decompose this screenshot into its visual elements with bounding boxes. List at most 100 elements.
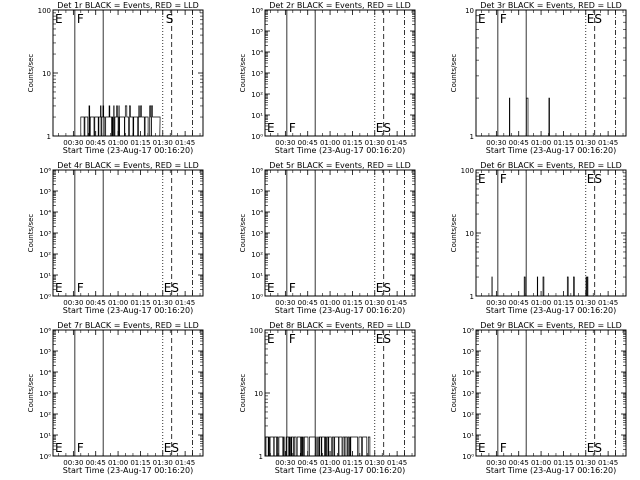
y-tick-label: 10⁰: [462, 453, 474, 461]
event-marker-e: E: [267, 121, 275, 135]
panel-title: Det 2r BLACK = Events, RED = LLD: [269, 1, 411, 10]
event-marker-f: F: [289, 332, 296, 346]
x-tick-label: 01:00: [320, 459, 340, 467]
y-tick-label: 10⁵: [251, 28, 263, 36]
event-marker-e: E: [55, 12, 63, 26]
panel-title: Det 5r BLACK = Events, RED = LLD: [269, 161, 411, 170]
detector-panel-5: Det 5r BLACK = Events, RED = LLD Counts/s…: [239, 161, 416, 315]
x-tick-label: 01:45: [598, 139, 618, 147]
x-tick-label: 01:30: [153, 459, 173, 467]
x-tick-label: 01:45: [387, 459, 407, 467]
x-axis-label: Start Time (23-Aug-17 00:16:20): [275, 146, 406, 155]
event-marker-s: S: [166, 12, 174, 26]
x-tick-label: 00:45: [298, 139, 318, 147]
y-tick-label: 10⁴: [251, 209, 263, 217]
y-tick-label: 10: [465, 230, 474, 238]
x-tick-label: 01:00: [108, 139, 128, 147]
y-tick-label: 10³: [39, 230, 51, 238]
y-tick-label: 10⁶: [251, 7, 263, 15]
y-tick-label: 10⁵: [462, 348, 474, 356]
y-tick-label: 10¹: [39, 432, 51, 440]
x-axis-label: Start Time (23-Aug-17 00:16:20): [486, 466, 617, 475]
y-tick-label: 10¹: [251, 112, 263, 120]
panel-title: Det 6r BLACK = Events, RED = LLD: [480, 161, 622, 170]
y-axis-label: Counts/sec: [450, 214, 458, 253]
x-tick-label: 01:30: [576, 299, 596, 307]
y-tick-label: 10¹: [462, 432, 474, 440]
x-tick-label: 00:30: [63, 139, 83, 147]
event-marker-e: E: [478, 441, 486, 455]
x-tick-label: 01:30: [153, 139, 173, 147]
detector-panel-1: Det 1r BLACK = Events, RED = LLD Counts/s…: [27, 1, 204, 155]
event-marker-e: E: [55, 441, 63, 455]
y-tick-label: 10²: [462, 411, 474, 419]
x-tick-label: 01:30: [153, 299, 173, 307]
detector-panel-4: Det 4r BLACK = Events, RED = LLD Counts/s…: [27, 161, 204, 315]
y-tick-label: 10⁰: [251, 133, 263, 141]
y-tick-label: 1: [259, 453, 263, 461]
y-axis-label: Counts/sec: [27, 374, 35, 413]
x-axis-label: Start Time (23-Aug-17 00:16:20): [486, 306, 617, 315]
x-tick-label: 01:15: [130, 459, 150, 467]
x-tick-label: 01:45: [387, 139, 407, 147]
y-tick-label: 10⁶: [462, 327, 474, 335]
y-tick-label: 10⁶: [39, 167, 51, 175]
panel-title: Det 3r BLACK = Events, RED = LLD: [480, 1, 622, 10]
y-tick-label: 100: [38, 7, 51, 15]
x-tick-label: 01:00: [531, 139, 551, 147]
x-tick-label: 00:45: [509, 459, 529, 467]
event-marker-es: ES: [587, 441, 602, 455]
panel-title: Det 1r BLACK = Events, RED = LLD: [57, 1, 199, 10]
events-trace: [265, 436, 373, 457]
panel-title: Det 4r BLACK = Events, RED = LLD: [57, 161, 199, 170]
detector-panel-2: Det 2r BLACK = Events, RED = LLD Counts/s…: [239, 1, 416, 155]
y-tick-label: 10³: [462, 390, 474, 398]
panel-title: Det 9r BLACK = Events, RED = LLD: [480, 321, 622, 330]
plot-frame: [264, 169, 416, 297]
y-tick-label: 10⁰: [251, 293, 263, 301]
y-tick-label: 10: [254, 390, 263, 398]
x-tick-label: 01:45: [175, 299, 195, 307]
event-marker-es: ES: [587, 12, 602, 26]
event-marker-f: F: [500, 12, 507, 26]
plot-frame: [52, 329, 204, 457]
x-tick-label: 01:00: [531, 459, 551, 467]
events-trace: [508, 97, 561, 137]
x-tick-label: 00:45: [86, 299, 106, 307]
event-marker-es: ES: [376, 121, 391, 135]
y-tick-label: 10⁰: [39, 293, 51, 301]
panel-title: Det 7r BLACK = Events, RED = LLD: [57, 321, 199, 330]
x-axis-label: Start Time (23-Aug-17 00:16:20): [275, 306, 406, 315]
x-tick-label: 00:45: [509, 139, 529, 147]
event-marker-es: ES: [376, 332, 391, 346]
y-tick-label: 10¹: [251, 272, 263, 280]
y-tick-label: 10²: [251, 91, 263, 99]
x-tick-label: 01:15: [342, 299, 362, 307]
x-tick-label: 01:30: [365, 139, 385, 147]
x-tick-label: 00:45: [298, 459, 318, 467]
x-tick-label: 01:15: [553, 459, 573, 467]
x-axis-label: Start Time (23-Aug-17 00:16:20): [63, 466, 194, 475]
x-axis-label: Start Time (23-Aug-17 00:16:20): [275, 466, 406, 475]
events-trace: [491, 276, 591, 297]
plot-frame: [475, 329, 627, 457]
x-tick-label: 01:30: [365, 459, 385, 467]
event-marker-e: E: [55, 281, 63, 295]
plot-frame: [475, 9, 627, 137]
x-tick-label: 00:30: [63, 299, 83, 307]
event-marker-e: E: [478, 12, 486, 26]
x-axis-label: Start Time (23-Aug-17 00:16:20): [63, 306, 194, 315]
plot-frame: [52, 169, 204, 297]
event-marker-es: ES: [376, 281, 391, 295]
y-tick-label: 10⁴: [462, 369, 474, 377]
y-tick-label: 10⁰: [39, 453, 51, 461]
plot-frame: [264, 9, 416, 137]
x-tick-label: 01:15: [342, 139, 362, 147]
y-tick-label: 1: [470, 133, 474, 141]
x-tick-label: 01:15: [130, 299, 150, 307]
x-tick-label: 00:30: [275, 459, 295, 467]
event-marker-f: F: [77, 12, 84, 26]
event-marker-f: F: [77, 441, 84, 455]
y-tick-label: 100: [250, 327, 263, 335]
